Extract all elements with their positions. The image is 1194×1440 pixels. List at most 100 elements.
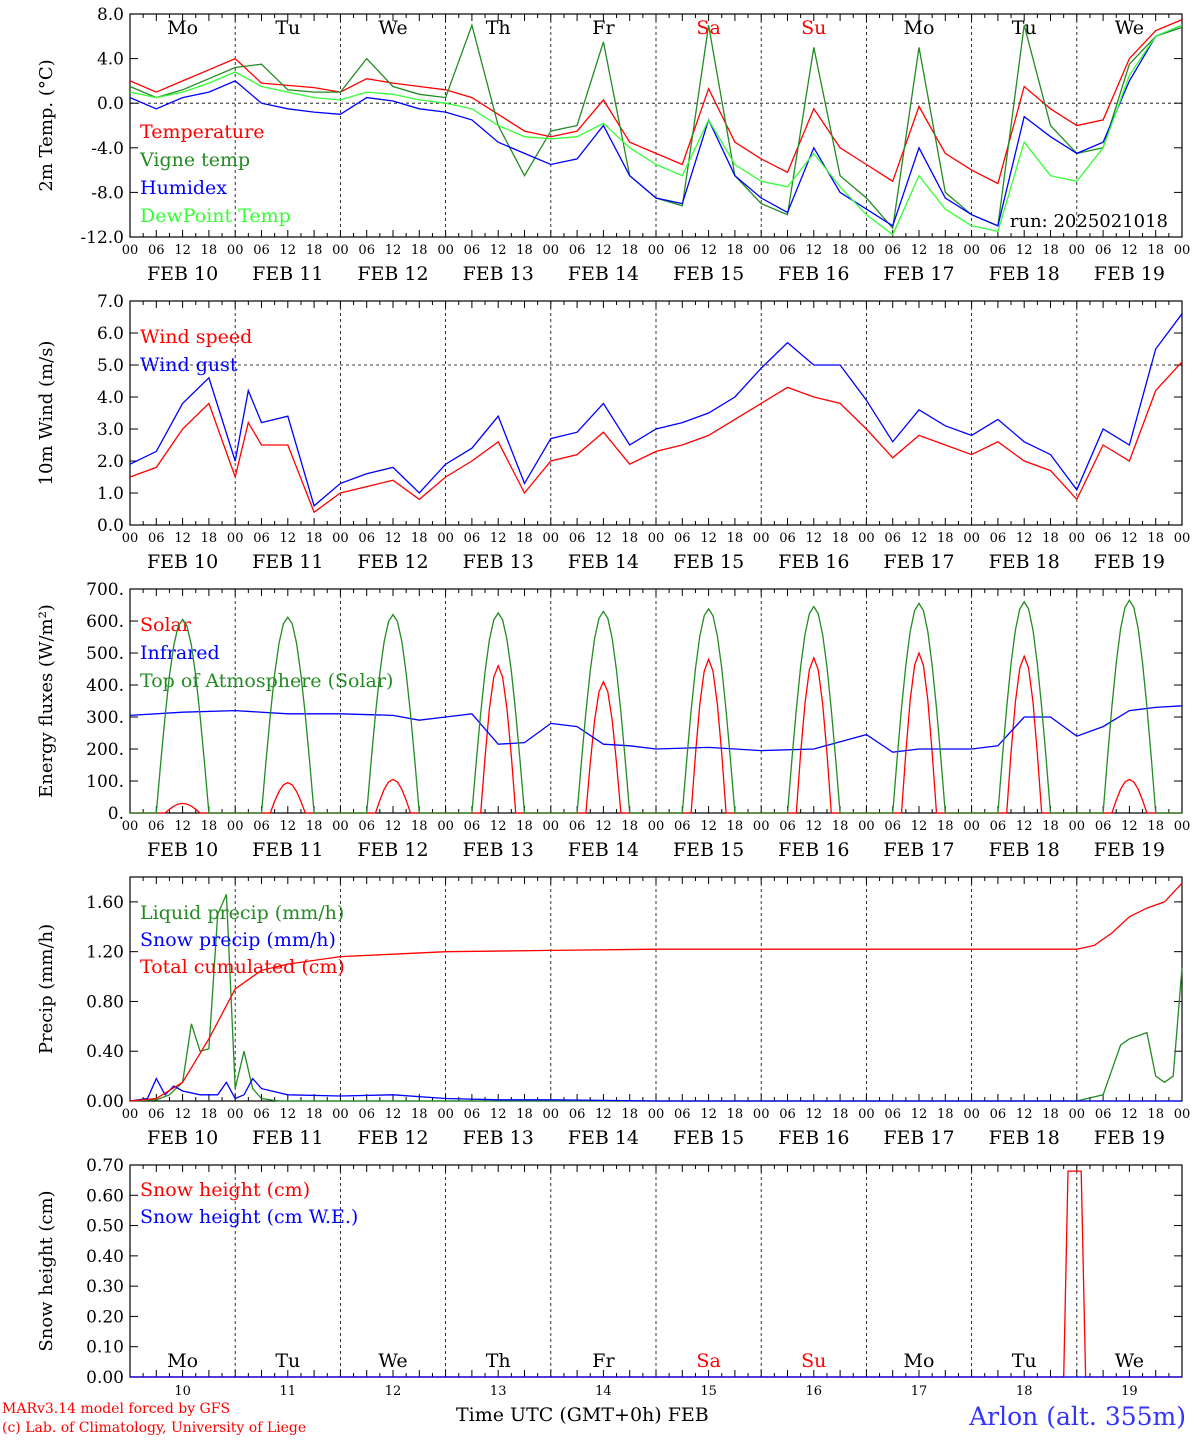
hour-tick-label: 12 <box>1121 531 1138 546</box>
hour-tick-label: 00 <box>753 531 770 546</box>
hour-tick-label: 12 <box>806 1107 823 1122</box>
weekday-label: Tu <box>275 1350 300 1372</box>
hour-tick-label: 00 <box>1174 1107 1191 1122</box>
hour-tick-label: 00 <box>227 243 244 258</box>
y-tick-label: 5.0 <box>97 356 124 376</box>
day-label: FEB 18 <box>989 551 1060 573</box>
hour-tick-label: 06 <box>358 1107 375 1122</box>
hour-tick-label: 18 <box>832 531 849 546</box>
hour-tick-label: 06 <box>990 531 1007 546</box>
day-label: FEB 16 <box>778 263 849 285</box>
y-tick-label: 3.0 <box>97 420 124 440</box>
hour-tick-label: 18 <box>1042 531 1059 546</box>
hour-tick-label: 12 <box>490 1107 507 1122</box>
hour-tick-label: 06 <box>253 1107 270 1122</box>
y-tick-label: -8.0 <box>91 183 124 203</box>
series-line <box>129 19 1183 185</box>
hour-tick-label: 06 <box>1095 1107 1112 1122</box>
series-line <box>129 24 1183 236</box>
hour-tick-label: 12 <box>280 819 297 834</box>
day-number-label: 11 <box>280 1384 297 1399</box>
series-line <box>129 361 1183 514</box>
day-label: FEB 11 <box>252 1127 323 1149</box>
hour-tick-label: 12 <box>700 1107 717 1122</box>
legend-entry: Temperature <box>140 121 264 143</box>
y-tick-label: 400. <box>86 676 124 696</box>
hour-tick-label: 12 <box>174 1107 191 1122</box>
legend-entry: Vigne temp <box>139 149 250 171</box>
y-tick-label: 0.40 <box>86 1247 124 1267</box>
day-label: FEB 14 <box>568 263 639 285</box>
hour-tick-label: 06 <box>779 531 796 546</box>
hour-tick-label: 18 <box>621 819 638 834</box>
hour-tick-label: 12 <box>700 243 717 258</box>
y-tick-label: 0.60 <box>86 1186 124 1206</box>
hour-tick-label: 06 <box>990 1107 1007 1122</box>
hour-tick-label: 12 <box>1016 1107 1033 1122</box>
hour-tick-label: 06 <box>779 243 796 258</box>
hour-tick-label: 00 <box>437 243 454 258</box>
hour-tick-label: 06 <box>884 1107 901 1122</box>
hour-tick-label: 06 <box>1095 819 1112 834</box>
hour-tick-label: 18 <box>201 243 218 258</box>
hour-tick-label: 00 <box>122 531 139 546</box>
day-label: FEB 15 <box>673 551 744 573</box>
day-label: FEB 18 <box>989 1127 1060 1149</box>
y-tick-label: 4.0 <box>97 388 124 408</box>
hour-tick-label: 18 <box>306 243 323 258</box>
hour-tick-label: 12 <box>385 243 402 258</box>
legend-entry: Humidex <box>140 177 227 199</box>
weekday-label: Mo <box>904 1350 935 1372</box>
hour-tick-label: 06 <box>884 243 901 258</box>
y-tick-label: -12.0 <box>80 228 124 248</box>
hour-tick-label: 00 <box>332 819 349 834</box>
hour-tick-label: 12 <box>280 531 297 546</box>
hour-tick-label: 06 <box>779 819 796 834</box>
hour-tick-label: 12 <box>174 531 191 546</box>
hour-tick-label: 18 <box>1042 1107 1059 1122</box>
hour-tick-label: 06 <box>148 1107 165 1122</box>
y-tick-label: 300. <box>86 708 124 728</box>
hour-tick-label: 00 <box>963 819 980 834</box>
day-label: FEB 13 <box>463 839 534 861</box>
legend-entry: Snow precip (mm/h) <box>140 929 336 951</box>
hour-tick-label: 06 <box>674 531 691 546</box>
hour-tick-label: 00 <box>227 1107 244 1122</box>
hour-tick-label: 12 <box>385 531 402 546</box>
hour-tick-label: 18 <box>727 819 744 834</box>
hour-tick-label: 12 <box>806 819 823 834</box>
hour-tick-label: 06 <box>569 531 586 546</box>
hour-tick-label: 12 <box>385 819 402 834</box>
hour-tick-label: 12 <box>806 243 823 258</box>
hour-tick-label: 00 <box>332 531 349 546</box>
run-label: run: 2025021018 <box>1010 211 1168 232</box>
lab-credit: (c) Lab. of Climatology, University of L… <box>2 1420 307 1436</box>
weekday-label: Mo <box>167 1350 198 1372</box>
hour-tick-label: 06 <box>779 1107 796 1122</box>
hour-tick-label: 18 <box>1147 531 1164 546</box>
y-tick-label: 200. <box>86 740 124 760</box>
hour-tick-label: 06 <box>884 531 901 546</box>
hour-tick-label: 12 <box>1121 1107 1138 1122</box>
series-line <box>129 313 1183 507</box>
hour-tick-label: 18 <box>1147 243 1164 258</box>
y-tick-label: 1.0 <box>97 484 124 504</box>
hour-tick-label: 00 <box>1069 819 1086 834</box>
hour-tick-label: 06 <box>674 1107 691 1122</box>
hour-tick-label: 12 <box>280 243 297 258</box>
day-number-label: 10 <box>174 1384 191 1399</box>
y-tick-label: -4.0 <box>91 139 124 159</box>
weekday-label: We <box>378 17 407 39</box>
weekday-label: Su <box>801 17 826 39</box>
hour-tick-label: 06 <box>1095 243 1112 258</box>
y-tick-label: 6.0 <box>97 324 124 344</box>
day-label: FEB 11 <box>252 263 323 285</box>
model-credit: MARv3.14 model forced by GFS <box>2 1401 231 1417</box>
hour-tick-label: 00 <box>858 1107 875 1122</box>
hour-tick-label: 06 <box>358 819 375 834</box>
hour-tick-label: 12 <box>911 1107 928 1122</box>
hour-tick-label: 12 <box>1121 819 1138 834</box>
hour-tick-label: 00 <box>437 1107 454 1122</box>
hour-tick-label: 00 <box>1069 243 1086 258</box>
hour-tick-label: 18 <box>937 1107 954 1122</box>
